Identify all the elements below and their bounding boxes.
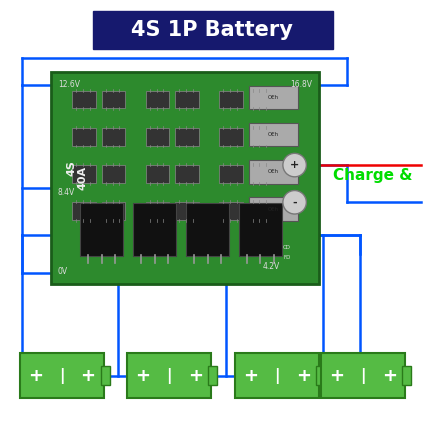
- FancyBboxPatch shape: [72, 202, 96, 220]
- FancyBboxPatch shape: [249, 128, 272, 145]
- FancyBboxPatch shape: [249, 123, 298, 147]
- FancyBboxPatch shape: [102, 91, 125, 108]
- Text: +: +: [135, 366, 150, 384]
- FancyBboxPatch shape: [133, 214, 176, 237]
- Text: OEh: OEh: [267, 207, 279, 212]
- Text: +: +: [28, 366, 43, 384]
- FancyBboxPatch shape: [80, 214, 123, 237]
- FancyBboxPatch shape: [239, 214, 282, 237]
- FancyBboxPatch shape: [175, 202, 199, 220]
- FancyBboxPatch shape: [235, 353, 319, 398]
- Text: +: +: [382, 366, 397, 384]
- Text: 40A: 40A: [77, 166, 87, 190]
- FancyBboxPatch shape: [51, 72, 319, 283]
- Text: CD: CD: [283, 245, 291, 250]
- FancyBboxPatch shape: [146, 128, 169, 145]
- Text: Charge &: Charge &: [333, 169, 412, 183]
- FancyBboxPatch shape: [219, 165, 243, 183]
- FancyBboxPatch shape: [219, 202, 243, 220]
- FancyBboxPatch shape: [175, 128, 199, 145]
- FancyBboxPatch shape: [249, 91, 272, 108]
- FancyBboxPatch shape: [93, 12, 333, 49]
- Text: 4.2V: 4.2V: [262, 262, 280, 271]
- FancyBboxPatch shape: [402, 366, 411, 385]
- FancyBboxPatch shape: [219, 91, 243, 108]
- Text: |: |: [360, 368, 366, 384]
- FancyBboxPatch shape: [102, 128, 125, 145]
- Text: |: |: [59, 368, 64, 384]
- Text: +: +: [243, 366, 258, 384]
- FancyBboxPatch shape: [249, 165, 272, 183]
- FancyBboxPatch shape: [186, 214, 229, 237]
- Text: 0V: 0V: [58, 267, 68, 276]
- Text: OEh: OEh: [267, 169, 279, 175]
- Circle shape: [283, 190, 306, 214]
- FancyBboxPatch shape: [209, 366, 217, 385]
- FancyBboxPatch shape: [175, 165, 199, 183]
- FancyBboxPatch shape: [316, 366, 325, 385]
- FancyBboxPatch shape: [249, 202, 272, 220]
- Text: OEh: OEh: [267, 132, 279, 137]
- Text: 4S: 4S: [67, 160, 77, 176]
- Text: OEh: OEh: [267, 95, 279, 100]
- FancyBboxPatch shape: [186, 203, 229, 256]
- Text: |: |: [274, 368, 280, 384]
- FancyBboxPatch shape: [72, 91, 96, 108]
- Text: -: -: [292, 197, 297, 207]
- FancyBboxPatch shape: [146, 202, 169, 220]
- FancyBboxPatch shape: [146, 91, 169, 108]
- FancyBboxPatch shape: [321, 353, 405, 398]
- FancyBboxPatch shape: [80, 203, 123, 256]
- Circle shape: [283, 154, 306, 177]
- Text: 8.4V: 8.4V: [58, 187, 75, 197]
- FancyBboxPatch shape: [72, 128, 96, 145]
- Text: 12.6V: 12.6V: [58, 80, 80, 89]
- Text: 16.8V: 16.8V: [290, 80, 312, 89]
- Text: +: +: [80, 366, 95, 384]
- FancyBboxPatch shape: [249, 86, 298, 109]
- FancyBboxPatch shape: [146, 165, 169, 183]
- FancyBboxPatch shape: [102, 165, 125, 183]
- Text: 4S 1P Battery: 4S 1P Battery: [132, 20, 293, 40]
- Text: +: +: [290, 160, 299, 170]
- FancyBboxPatch shape: [175, 91, 199, 108]
- Text: +: +: [296, 366, 311, 384]
- Text: +: +: [188, 366, 203, 384]
- FancyBboxPatch shape: [239, 203, 282, 256]
- FancyBboxPatch shape: [249, 160, 298, 184]
- FancyBboxPatch shape: [20, 353, 104, 398]
- FancyBboxPatch shape: [102, 202, 125, 220]
- FancyBboxPatch shape: [249, 197, 298, 221]
- FancyBboxPatch shape: [133, 203, 176, 256]
- Text: FD: FD: [283, 255, 291, 260]
- FancyBboxPatch shape: [127, 353, 212, 398]
- FancyBboxPatch shape: [101, 366, 110, 385]
- Text: |: |: [166, 368, 172, 384]
- FancyBboxPatch shape: [219, 128, 243, 145]
- FancyBboxPatch shape: [72, 165, 96, 183]
- Text: +: +: [329, 366, 344, 384]
